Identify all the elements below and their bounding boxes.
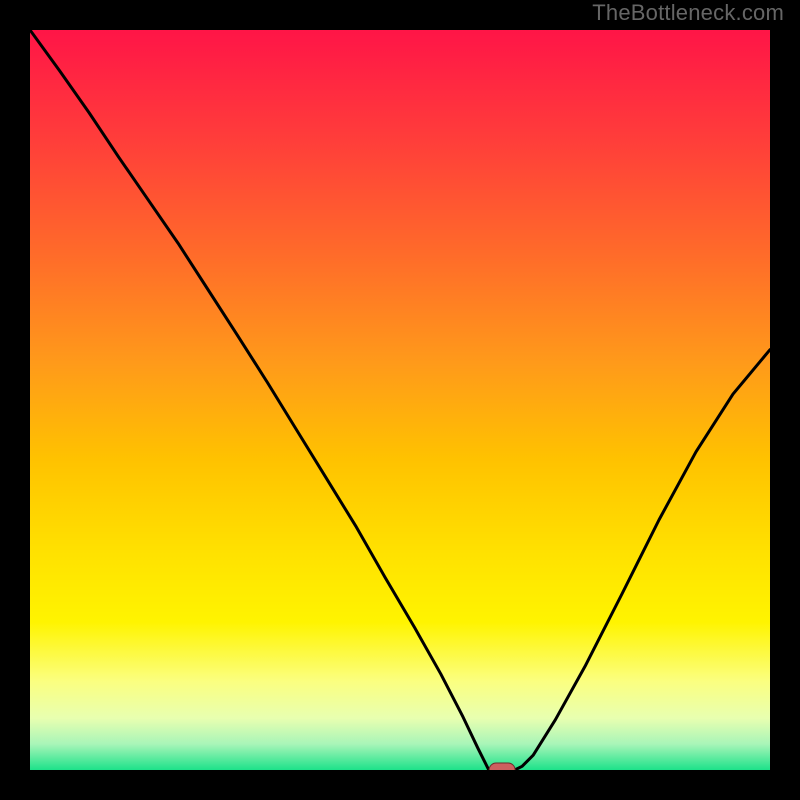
watermark-text: TheBottleneck.com	[592, 0, 784, 26]
optimal-marker	[489, 763, 515, 770]
chart-container: { "watermark": { "text": "TheBottleneck.…	[0, 0, 800, 800]
plot-area	[30, 30, 770, 770]
gradient-background	[30, 30, 770, 770]
chart-svg	[30, 30, 770, 770]
